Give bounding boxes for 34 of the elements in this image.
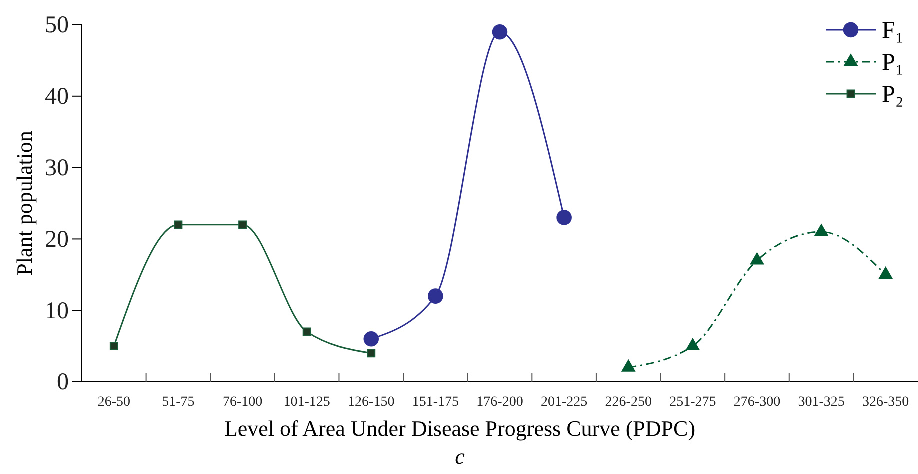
point (367, 349, 376, 358)
point (428, 288, 444, 304)
point (174, 220, 183, 230)
x-tick-label: 326-350 (862, 394, 910, 410)
x-tick-label: 151-175 (412, 394, 460, 410)
point (302, 328, 312, 336)
x-axis-title: Level of Area Under Disease Progress Curve (PDPC) (224, 416, 696, 441)
text: c (455, 444, 466, 469)
x-tick-label: 126-150 (348, 394, 395, 410)
y-tick-label: 30 (45, 155, 69, 182)
y-tick-label: 50 (45, 12, 69, 39)
y-tick-label: 0 (57, 370, 69, 396)
y-tick-label: 20 (45, 226, 69, 253)
point (556, 210, 572, 226)
y-tick-label: 40 (45, 84, 69, 110)
point (238, 220, 247, 230)
legend-label: P₂ (882, 82, 904, 108)
point (364, 332, 380, 347)
y-tick-label: 10 (45, 298, 69, 324)
x-tick-label: 226-250 (605, 394, 652, 410)
x-tick-label: 276-300 (734, 394, 781, 410)
x-tick-label: 201-225 (540, 394, 588, 410)
y-axis-title: Plant population (12, 131, 37, 276)
x-tick-label: 26-50 (98, 394, 130, 410)
x-tick-label: 251-275 (670, 394, 716, 410)
x-tick-label: 76-100 (222, 394, 263, 410)
x-tick-label: 176-200 (476, 394, 524, 410)
legend-label: P₁ (882, 50, 904, 76)
x-tick-label: 301-325 (798, 394, 845, 410)
x-tick-label: 51-75 (162, 394, 195, 410)
legend-label: F₁ (882, 18, 904, 44)
point (110, 342, 118, 351)
point (492, 24, 508, 40)
x-tick-label: 101-125 (284, 394, 330, 410)
